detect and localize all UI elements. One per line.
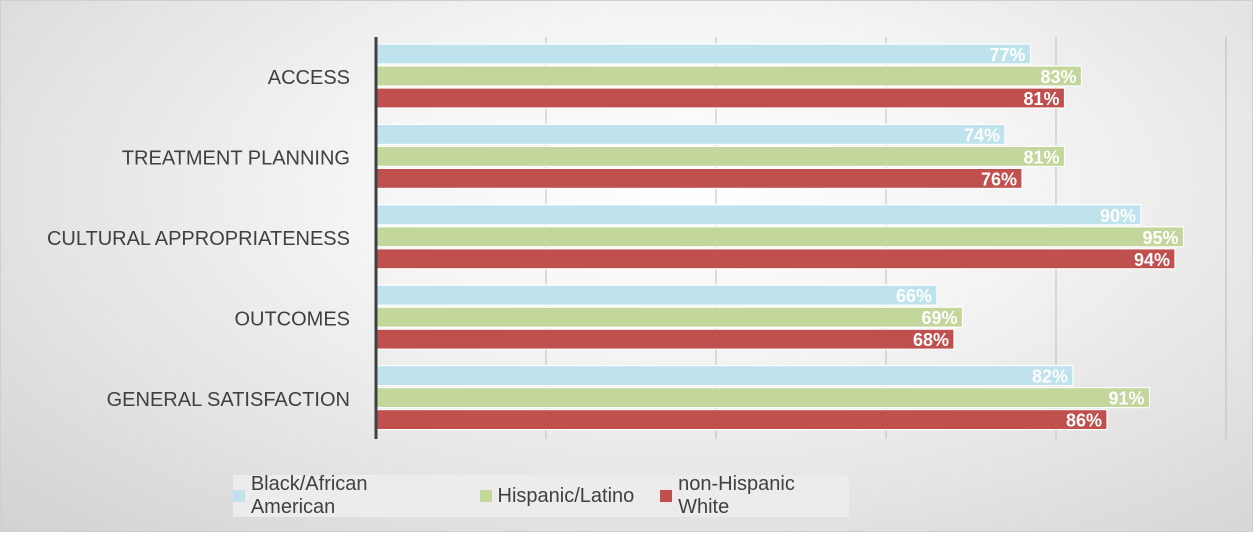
data-label-non-hispanic-white-treatment-planning: 76%	[981, 169, 1017, 189]
bar-black-african-american-general-satisfaction	[375, 365, 1074, 387]
legend-label-non-hispanic-white: non-Hispanic White	[678, 473, 795, 518]
data-label-black-african-american-cultural-appropriateness: 90%	[1100, 206, 1136, 226]
bar-hispanic-latino-outcomes	[375, 306, 964, 328]
legend: Black/African American Hispanic/Latino n…	[233, 473, 849, 519]
data-label-non-hispanic-white-access: 81%	[1023, 89, 1059, 109]
category-label-general-satisfaction: GENERAL SATISFACTION	[107, 389, 350, 411]
bar-non-hispanic-white-outcomes	[375, 328, 955, 350]
bar-black-african-american-treatment-planning	[375, 123, 1006, 146]
category-label-access: ACCESS	[268, 67, 350, 89]
legend-swatch-non-hispanic-white	[660, 490, 673, 502]
bar-non-hispanic-white-general-satisfaction	[375, 409, 1108, 431]
data-label-black-african-american-treatment-planning: 74%	[964, 125, 1000, 145]
category-label-cultural-appropriateness: CULTURAL APPROPRIATENESS	[47, 228, 350, 250]
data-label-hispanic-latino-treatment-planning: 81%	[1023, 147, 1059, 167]
bar-non-hispanic-white-treatment-planning	[375, 167, 1023, 189]
bar-hispanic-latino-access	[375, 65, 1083, 87]
bar-black-african-american-outcomes	[375, 284, 938, 306]
bar-non-hispanic-white-cultural-appropriateness	[375, 248, 1176, 270]
data-label-non-hispanic-white-general-satisfaction: 86%	[1066, 411, 1102, 431]
bar-non-hispanic-white-access	[375, 87, 1066, 109]
category-label-outcomes: OUTCOMES	[234, 308, 350, 330]
legend-item-hispanic-latino: Hispanic/Latino	[479, 484, 635, 508]
data-label-black-african-american-outcomes: 66%	[896, 286, 932, 306]
legend-label-hispanic-latino: Hispanic/Latino	[497, 484, 635, 507]
bar-black-african-american-cultural-appropriateness	[375, 204, 1142, 226]
bar-hispanic-latino-general-satisfaction	[375, 387, 1151, 409]
data-label-black-african-american-general-satisfaction: 82%	[1032, 367, 1068, 387]
bar-black-african-american-access	[375, 43, 1032, 65]
data-label-hispanic-latino-access: 83%	[1040, 67, 1076, 87]
legend-item-non-hispanic-white: non-Hispanic White	[660, 473, 849, 519]
category-label-treatment-planning: TREATMENT PLANNING	[122, 148, 350, 170]
bar-hispanic-latino-treatment-planning	[375, 145, 1066, 167]
legend-swatch-hispanic-latino	[479, 490, 492, 502]
data-label-non-hispanic-white-cultural-appropriateness: 94%	[1134, 250, 1170, 270]
legend-item-black-african-american: Black/African American	[233, 473, 454, 519]
legend-swatch-black-african-american	[233, 490, 245, 502]
legend-label-black-african-american: Black/African American	[250, 473, 368, 518]
data-label-hispanic-latino-general-satisfaction: 91%	[1108, 389, 1144, 409]
bar-hispanic-latino-cultural-appropriateness	[375, 226, 1185, 248]
data-label-hispanic-latino-cultural-appropriateness: 95%	[1142, 228, 1178, 248]
data-label-hispanic-latino-outcomes: 69%	[921, 308, 957, 328]
data-label-non-hispanic-white-outcomes: 68%	[913, 330, 949, 350]
data-label-black-african-american-access: 77%	[989, 45, 1025, 65]
